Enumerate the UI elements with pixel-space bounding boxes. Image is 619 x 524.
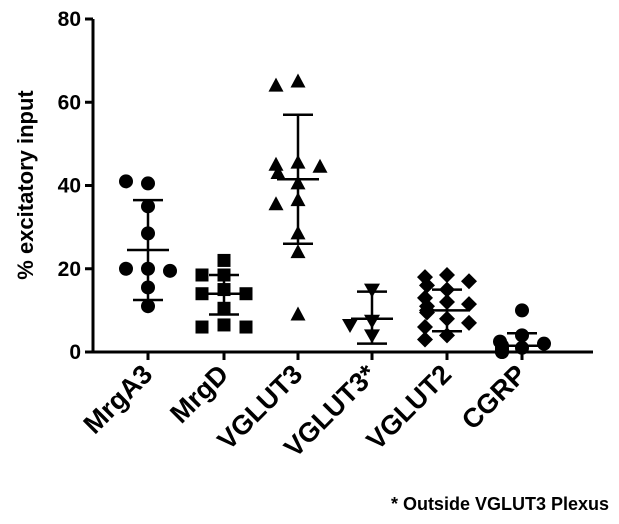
plot-area xyxy=(119,73,551,359)
y-tick-label: 60 xyxy=(58,91,81,114)
series-vglut2 xyxy=(417,266,477,348)
data-point xyxy=(461,296,477,313)
series-vglut3 xyxy=(342,283,393,345)
data-point xyxy=(290,244,306,259)
data-point xyxy=(290,306,306,321)
data-point xyxy=(290,225,306,240)
data-point xyxy=(163,263,177,278)
data-point xyxy=(141,176,155,191)
data-point xyxy=(439,266,455,283)
footnote: * Outside VGLUT3 Plexus xyxy=(390,494,609,514)
data-point xyxy=(419,277,435,294)
data-point xyxy=(419,304,435,321)
data-point xyxy=(141,199,155,214)
data-point xyxy=(290,154,306,169)
data-point xyxy=(461,273,477,290)
data-point xyxy=(515,328,529,343)
data-point xyxy=(439,310,455,327)
data-point xyxy=(141,299,155,314)
data-point xyxy=(461,314,477,331)
data-point xyxy=(119,261,133,276)
data-point xyxy=(217,268,231,282)
y-tick-label: 40 xyxy=(58,175,81,198)
data-point xyxy=(312,158,328,173)
data-point xyxy=(239,287,253,301)
series-cgrp xyxy=(493,303,551,359)
data-point xyxy=(364,283,380,298)
data-point xyxy=(515,303,529,318)
data-point xyxy=(439,294,455,311)
x-tick-label: MrgD xyxy=(164,359,234,429)
data-point xyxy=(217,283,231,297)
data-point xyxy=(195,287,209,301)
data-point xyxy=(217,301,231,315)
data-point xyxy=(290,175,306,190)
data-point xyxy=(515,340,529,355)
data-point xyxy=(417,331,433,348)
data-point xyxy=(217,318,231,332)
data-point xyxy=(195,320,209,334)
data-point xyxy=(439,327,455,344)
y-tick-label: 80 xyxy=(58,8,81,31)
y-axis-label: % excitatory input xyxy=(13,90,38,280)
y-axis: 0 20 40 60 80 xyxy=(58,8,95,364)
data-point xyxy=(268,77,284,92)
data-point xyxy=(290,73,306,88)
data-point xyxy=(270,165,286,180)
y-tick-label: 20 xyxy=(58,258,81,281)
x-tick-label: CGRP xyxy=(456,359,532,435)
data-point xyxy=(268,156,284,171)
data-point xyxy=(141,261,155,276)
data-point xyxy=(417,319,433,336)
series-vglut3 xyxy=(268,73,328,321)
x-tick-label: MrgA3 xyxy=(78,359,159,440)
data-point xyxy=(239,320,253,334)
series-mrgd xyxy=(195,253,253,334)
data-point xyxy=(141,280,155,295)
y-tick-label: 0 xyxy=(69,341,81,364)
data-point xyxy=(141,226,155,241)
data-point xyxy=(268,196,284,211)
data-point xyxy=(195,268,209,282)
data-point xyxy=(290,192,306,207)
data-point xyxy=(537,336,551,351)
data-point xyxy=(119,174,133,189)
series-mrga3 xyxy=(119,174,177,314)
data-point xyxy=(364,329,380,344)
data-point xyxy=(217,253,231,267)
data-point xyxy=(495,345,509,359)
data-point xyxy=(439,281,455,298)
data-point xyxy=(364,314,380,329)
data-point xyxy=(342,318,358,333)
